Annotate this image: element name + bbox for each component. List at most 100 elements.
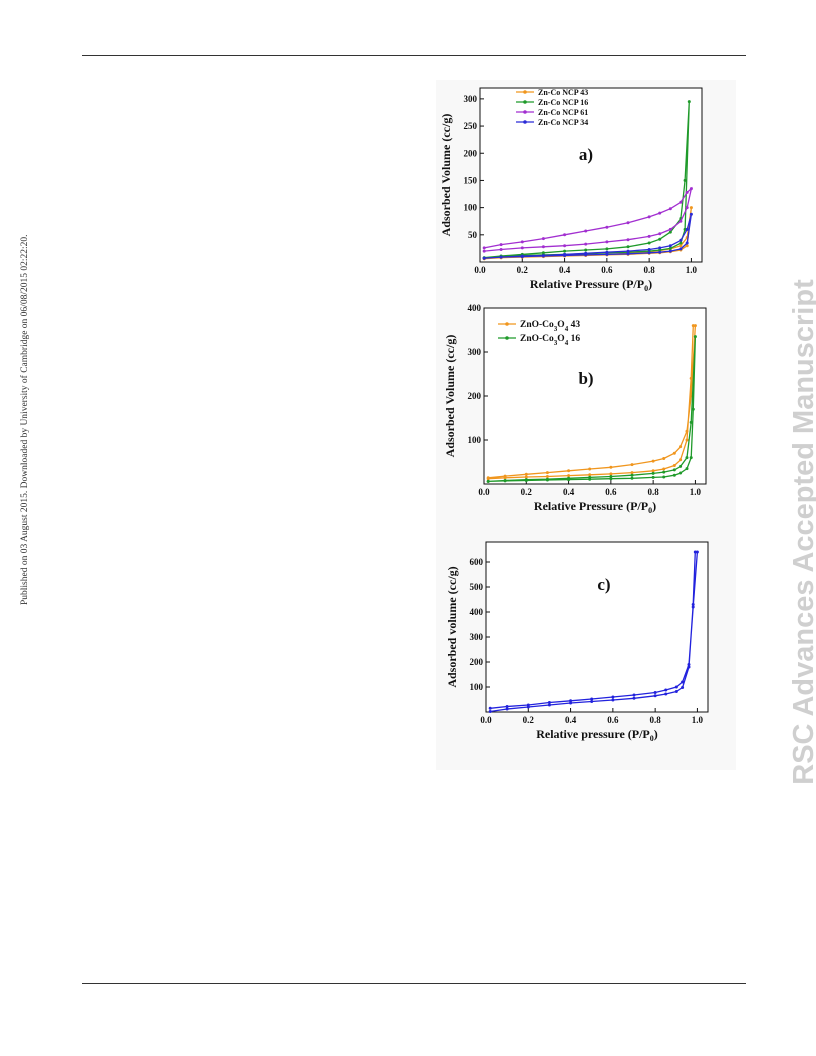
data-point	[668, 227, 672, 231]
data-point	[693, 324, 697, 328]
data-point	[505, 707, 509, 711]
data-point	[626, 252, 630, 256]
series-2	[486, 335, 697, 483]
data-point	[651, 475, 655, 479]
data-point	[503, 479, 507, 482]
data-point	[609, 472, 613, 476]
y-axis-label: Adsorbed Volume (cc/g)	[439, 114, 453, 237]
data-point	[658, 211, 662, 215]
legend-entry: ZnO-Co3O4 16	[498, 334, 580, 347]
data-point	[689, 420, 693, 424]
y-tick-label: 400	[470, 607, 484, 617]
data-point	[691, 324, 695, 328]
data-point	[651, 469, 655, 473]
plot-frame	[479, 87, 703, 263]
data-point	[679, 464, 683, 468]
legend-entry: Zn-Co NCP 61	[516, 108, 588, 117]
footer-rule	[82, 983, 746, 984]
data-point	[672, 473, 676, 477]
data-point	[683, 227, 687, 231]
legend-marker	[523, 110, 527, 114]
legend-marker	[523, 120, 527, 124]
data-point	[658, 250, 662, 254]
data-point	[584, 242, 588, 246]
y-tick-label: 100	[470, 682, 484, 692]
legend-label: Zn-Co NCP 34	[538, 118, 588, 127]
data-point	[567, 476, 571, 480]
data-point	[689, 187, 693, 191]
data-point	[609, 477, 613, 481]
data-point	[689, 456, 693, 460]
data-point	[486, 479, 490, 483]
legend-marker	[505, 322, 509, 326]
data-point	[524, 478, 528, 482]
data-point	[653, 691, 657, 694]
y-tick-label: 100	[464, 203, 478, 213]
data-point	[685, 438, 689, 442]
legend-label: Zn-Co NCP 61	[538, 108, 588, 117]
x-axis-label: Relative pressure (P/P0)	[536, 727, 658, 743]
y-tick-label: 300	[470, 632, 484, 642]
data-point	[662, 457, 666, 460]
y-axis-label: Adsorbed volume (cc/g)	[445, 566, 459, 687]
data-point	[526, 703, 530, 707]
data-point	[689, 376, 693, 380]
data-point	[632, 693, 636, 697]
data-point	[685, 206, 689, 210]
data-point	[668, 246, 672, 250]
isotherm-figure: 0.0 0.2 0.4 0.6 0.8 1.0 50 100 150 200 250 300 Relat…	[436, 80, 736, 770]
data-point	[545, 475, 549, 478]
data-point	[569, 699, 573, 703]
data-point	[499, 255, 503, 259]
y-tick-label: 200	[464, 148, 478, 158]
data-point	[630, 463, 634, 467]
data-point	[609, 475, 613, 478]
data-point	[482, 246, 486, 250]
panel-label: a)	[579, 145, 593, 164]
x-tick-label: 0.8	[644, 265, 656, 275]
x-tick-label: 0.6	[607, 715, 619, 725]
data-point	[683, 178, 687, 182]
data-point	[482, 256, 486, 260]
x-tick-label: 0.0	[478, 487, 490, 497]
data-point	[679, 247, 683, 251]
data-point	[685, 429, 689, 433]
data-point	[541, 251, 545, 255]
data-point	[520, 254, 524, 258]
plot-frame	[483, 307, 707, 485]
y-tick-label: 50	[468, 230, 478, 240]
data-point	[679, 458, 683, 462]
x-tick-label: 0.2	[517, 265, 529, 275]
data-point	[588, 475, 592, 479]
data-point	[541, 237, 545, 241]
data-point	[499, 243, 503, 247]
data-point	[584, 229, 588, 233]
series-3	[482, 186, 693, 253]
y-axis-label: Adsorbed Volume (cc/g)	[443, 335, 457, 458]
data-point	[685, 467, 689, 471]
data-point	[609, 465, 613, 469]
data-point	[584, 251, 588, 255]
data-point	[647, 234, 651, 238]
data-point	[488, 710, 492, 713]
data-point	[605, 240, 609, 244]
data-point	[691, 603, 695, 606]
data-point	[590, 697, 594, 701]
data-point	[567, 469, 571, 473]
data-point	[630, 471, 634, 475]
data-point	[569, 701, 573, 705]
data-point	[658, 237, 662, 241]
data-point	[668, 244, 672, 248]
isotherm-figure-svg: 0.0 0.2 0.4 0.6 0.8 1.0 50 100 150 200 250 300 Relat…	[439, 87, 709, 743]
x-tick-label: 0.0	[474, 265, 486, 275]
data-point	[664, 692, 668, 696]
legend-entry: ZnO-Co3O4 43	[498, 320, 580, 333]
data-point	[674, 685, 678, 689]
data-point	[672, 464, 676, 467]
legend-entry: Zn-Co NCP 34	[516, 118, 588, 127]
data-point	[499, 248, 503, 251]
data-point	[563, 233, 567, 237]
data-point	[689, 206, 693, 210]
data-point	[647, 241, 651, 245]
data-point	[545, 471, 549, 475]
